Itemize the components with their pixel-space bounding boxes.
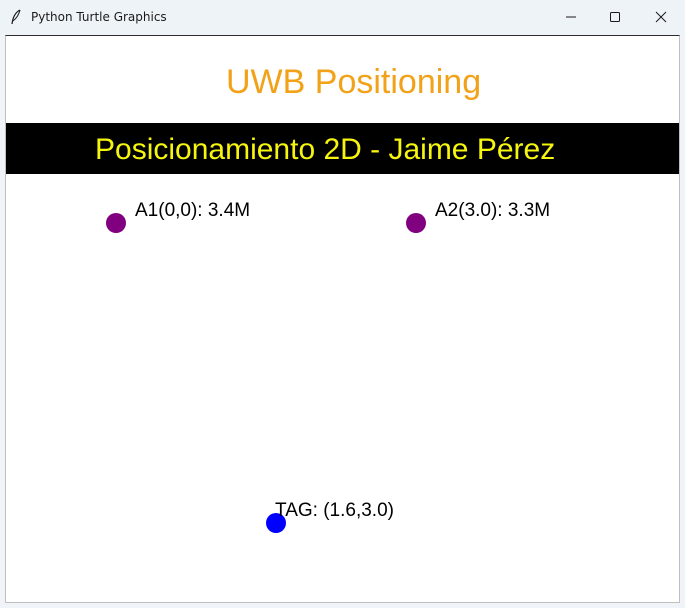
banner: Posicionamiento 2D - Jaime Pérez <box>6 123 679 174</box>
close-icon <box>655 11 667 23</box>
anchor-a2-dot <box>406 213 426 233</box>
anchor-a2-label: A2(3.0): 3.3M <box>435 200 551 221</box>
minimize-icon <box>565 11 577 23</box>
tag-label: TAG: (1.6,3.0) <box>275 500 394 521</box>
close-button[interactable] <box>638 0 684 34</box>
window-title: Python Turtle Graphics <box>31 10 167 24</box>
anchor-a1-label: A1(0,0): 3.4M <box>135 200 251 221</box>
page-title: UWB Positioning <box>226 63 482 101</box>
tag-dot <box>266 513 286 533</box>
banner-text: Posicionamiento 2D - Jaime Pérez <box>95 133 556 166</box>
minimize-button[interactable] <box>548 0 594 34</box>
maximize-icon <box>609 11 621 23</box>
feather-icon <box>10 9 22 25</box>
title-bar[interactable]: Python Turtle Graphics <box>0 0 685 34</box>
maximize-button[interactable] <box>592 0 638 34</box>
turtle-canvas[interactable]: UWB Positioning Posicionamiento 2D - Jai… <box>5 35 680 603</box>
anchor-a1-dot <box>106 213 126 233</box>
